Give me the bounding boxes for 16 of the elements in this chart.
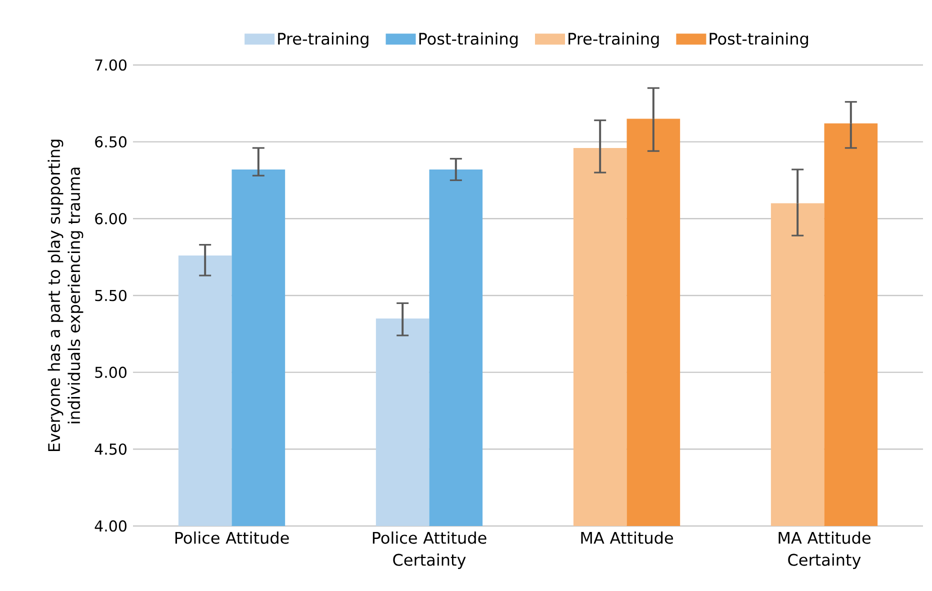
y-tick-label: 5.50 — [95, 290, 126, 302]
legend-label: Post-training — [419, 32, 518, 48]
x-tick-label: Police Attitude Certainty — [372, 532, 486, 569]
legend-label: Pre-training — [568, 32, 659, 48]
x-tick-label: MA Attitude — [581, 532, 673, 544]
y-axis-title: Everyone has a part to play supporting individuals experiencing trauma — [48, 140, 84, 452]
y-tick-label: 4.50 — [94, 443, 126, 455]
y-tick-label: 6.00 — [95, 212, 126, 224]
y-tick-label: 5.00 — [95, 366, 126, 378]
legend-label: Pre-training — [278, 32, 368, 48]
x-tick-label: MA Attitude Certainty — [778, 532, 870, 569]
x-tick-label: Police Attitude — [175, 532, 289, 544]
legend-label: Post-training — [710, 32, 808, 48]
y-tick-label: 4.00 — [94, 520, 126, 532]
y-tick-label: 7.00 — [95, 59, 126, 71]
y-tick-label: 6.50 — [95, 136, 126, 148]
